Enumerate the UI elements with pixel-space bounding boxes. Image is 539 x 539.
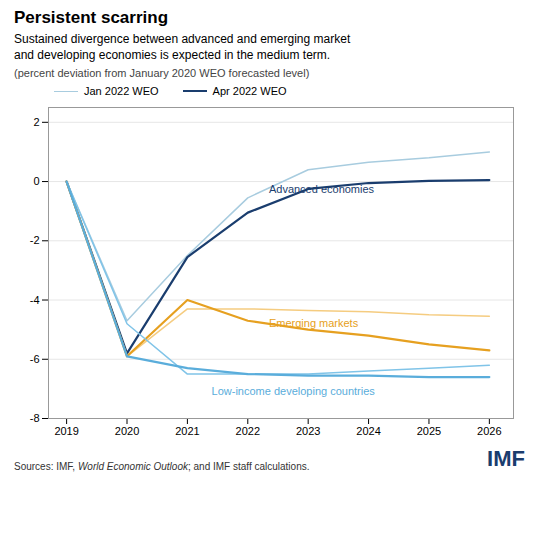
svg-text:-6: -6	[30, 353, 40, 365]
html-text:Sources: IMF, World Economic O: Sources: IMF, World Economic Outlook; an…	[14, 461, 310, 473]
svg-text:2022: 2022	[236, 425, 260, 437]
html-text:(percent deviation from Januar: (percent deviation from January 2020 WEO…	[14, 67, 310, 80]
svg-text:2019: 2019	[54, 425, 78, 437]
svg-text:Low-income developing countrie: Low-income developing countries	[212, 386, 376, 398]
svg-text:2: 2	[33, 116, 39, 128]
svg-text:-8: -8	[30, 412, 40, 424]
svg-text:Advanced economies: Advanced economies	[269, 184, 375, 196]
html-text:Sustained divergence between a: Sustained divergence between advanced an…	[14, 32, 351, 62]
svg-text:2024: 2024	[356, 425, 380, 437]
svg-text:2021: 2021	[175, 425, 199, 437]
svg-text:-4: -4	[30, 294, 40, 306]
svg-text:0: 0	[33, 175, 39, 187]
svg-text:2025: 2025	[417, 425, 441, 437]
html-text:Apr 2022 WEO: Apr 2022 WEO	[212, 85, 287, 98]
svg-text:2020: 2020	[115, 425, 139, 437]
svg-text:2026: 2026	[477, 425, 501, 437]
svg-text:Emerging markets: Emerging markets	[269, 317, 359, 329]
svg-text:2023: 2023	[296, 425, 320, 437]
html-text:Persistent scarring: Persistent scarring	[14, 8, 168, 27]
svg-text:-2: -2	[30, 234, 40, 246]
html-text:IMF: IMF	[487, 446, 525, 472]
html-text:Jan 2022 WEO: Jan 2022 WEO	[84, 85, 159, 98]
